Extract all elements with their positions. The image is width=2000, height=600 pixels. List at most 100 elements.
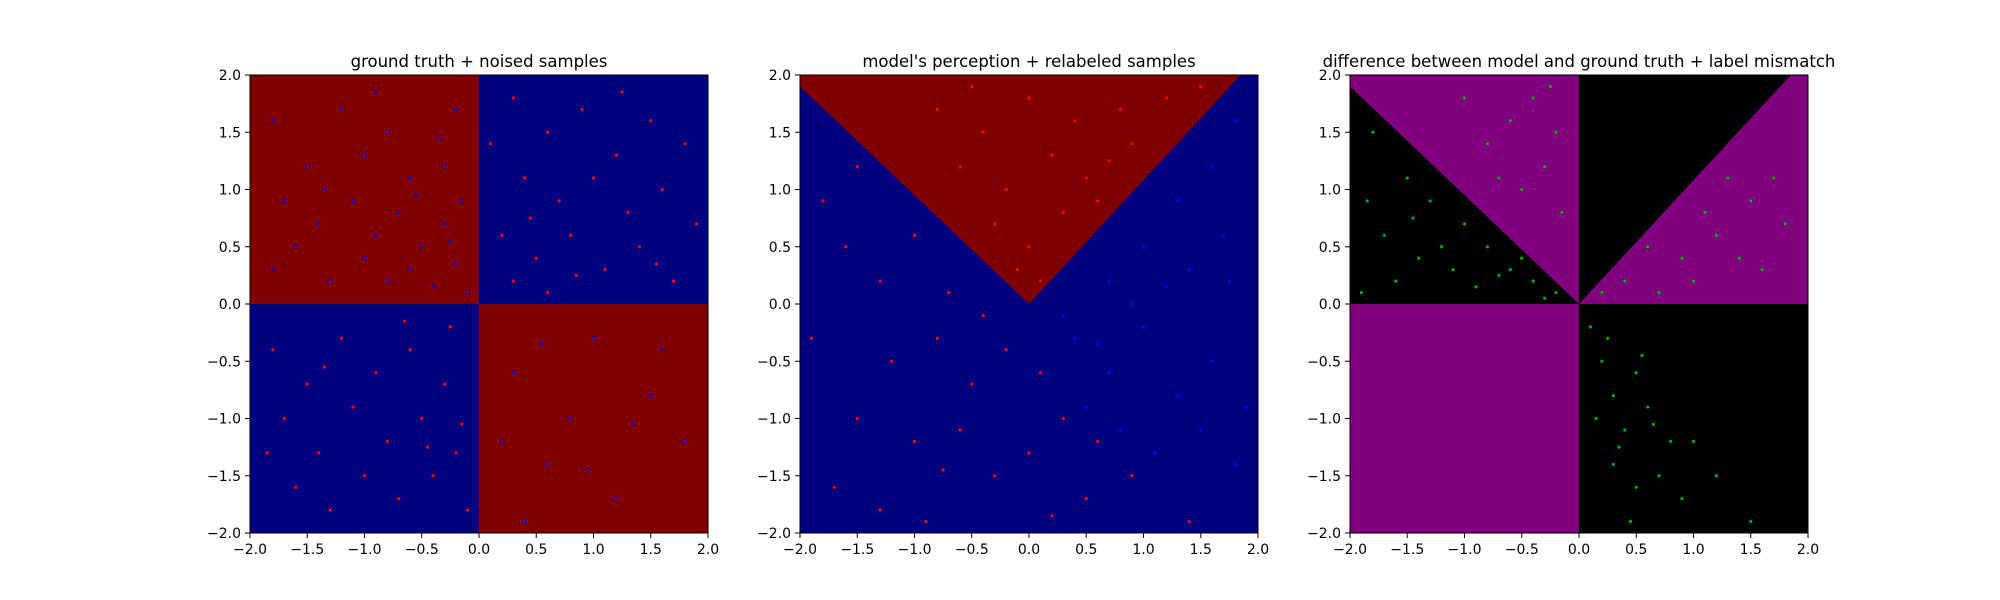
data-point bbox=[1657, 474, 1661, 478]
data-point bbox=[1737, 256, 1741, 260]
data-point bbox=[1634, 485, 1638, 489]
y-tick-label: 1.5 bbox=[1319, 125, 1341, 141]
data-point bbox=[1600, 359, 1604, 363]
data-point bbox=[402, 319, 407, 323]
data-point bbox=[1027, 245, 1031, 249]
data-point bbox=[1015, 268, 1020, 272]
subplot-ground-truth: −2.0 −1.5 −1.0 −0.5 0.0 0.5 1.0 1.5 2.0 −2.0 −1.5 −… bbox=[207, 52, 719, 558]
data-point bbox=[362, 256, 367, 260]
x-tick-label: −0.5 bbox=[405, 542, 439, 558]
y-tick-label: −2.0 bbox=[757, 526, 791, 542]
data-point bbox=[1187, 519, 1191, 524]
x-tick-label: 2.0 bbox=[1247, 542, 1269, 558]
data-point bbox=[351, 405, 355, 409]
data-point bbox=[414, 193, 418, 197]
data-point bbox=[591, 176, 596, 180]
data-point bbox=[1210, 359, 1214, 363]
data-point bbox=[912, 233, 917, 237]
data-point bbox=[1038, 279, 1043, 283]
x-tick-label: −1.5 bbox=[1390, 542, 1424, 558]
data-point bbox=[1485, 245, 1489, 249]
data-point bbox=[1027, 451, 1031, 455]
x-tick-label: 2.0 bbox=[1797, 542, 1819, 558]
data-point bbox=[1365, 199, 1369, 203]
data-point bbox=[970, 382, 974, 386]
data-point bbox=[1611, 462, 1615, 466]
data-point bbox=[460, 199, 464, 203]
data-point bbox=[981, 313, 985, 318]
data-point bbox=[1359, 290, 1364, 295]
data-point bbox=[1130, 474, 1134, 478]
x-tick-label: 0.5 bbox=[1625, 542, 1647, 558]
data-point bbox=[1153, 451, 1157, 455]
data-point bbox=[1560, 210, 1564, 214]
data-point bbox=[1061, 416, 1065, 421]
data-point bbox=[649, 119, 653, 123]
background-region-3 bbox=[250, 304, 479, 533]
data-point bbox=[1061, 210, 1065, 214]
data-point bbox=[574, 273, 578, 277]
y-tick-label: 2.0 bbox=[769, 68, 791, 84]
data-point bbox=[1594, 416, 1598, 421]
data-point bbox=[448, 325, 452, 329]
data-point bbox=[1141, 325, 1146, 329]
data-point bbox=[271, 348, 275, 352]
data-point bbox=[1371, 130, 1375, 134]
y-tick-label: −1.5 bbox=[757, 469, 791, 485]
data-point bbox=[1691, 439, 1696, 443]
y-tick-label: −2.0 bbox=[1307, 526, 1341, 542]
data-point bbox=[1634, 371, 1638, 375]
data-point bbox=[1772, 176, 1776, 180]
data-point bbox=[1623, 279, 1627, 283]
x-tick-label: −1.0 bbox=[898, 542, 932, 558]
x-tick-label: 0.0 bbox=[1568, 542, 1590, 558]
data-point bbox=[546, 290, 550, 295]
data-point bbox=[1726, 176, 1730, 180]
y-tick-label: −1.0 bbox=[207, 412, 241, 428]
x-tick-label: 0.0 bbox=[1018, 542, 1040, 558]
x-tick-label: −2.0 bbox=[1333, 542, 1367, 558]
data-point bbox=[1657, 290, 1661, 295]
x-tick-label: 1.0 bbox=[1682, 542, 1704, 558]
data-point bbox=[586, 468, 590, 472]
data-point bbox=[637, 245, 641, 249]
data-point bbox=[1199, 84, 1203, 89]
data-point bbox=[351, 199, 355, 203]
data-point bbox=[1004, 187, 1008, 192]
data-point bbox=[855, 416, 859, 421]
data-point bbox=[1096, 199, 1100, 203]
data-point bbox=[1628, 519, 1633, 524]
data-point bbox=[1669, 439, 1673, 443]
data-point bbox=[993, 474, 997, 478]
y-tick-label: 1.5 bbox=[769, 125, 791, 141]
data-point bbox=[1411, 216, 1415, 220]
data-point bbox=[1462, 222, 1467, 226]
data-point bbox=[1096, 342, 1100, 346]
data-point bbox=[1508, 119, 1512, 123]
data-point bbox=[580, 107, 584, 111]
data-point bbox=[282, 199, 286, 203]
x-tick-label: 0.0 bbox=[468, 542, 490, 558]
x-tick-label: −2.0 bbox=[783, 542, 817, 558]
data-point bbox=[340, 336, 344, 340]
data-point bbox=[1233, 462, 1237, 466]
data-point bbox=[374, 90, 378, 94]
data-point bbox=[993, 222, 997, 226]
data-point bbox=[1497, 273, 1501, 277]
data-point bbox=[1084, 176, 1088, 180]
background-region-2 bbox=[479, 75, 708, 304]
data-point bbox=[420, 245, 424, 249]
data-point bbox=[460, 422, 464, 426]
y-tick-label: −1.0 bbox=[1307, 412, 1341, 428]
data-point bbox=[1749, 199, 1753, 203]
data-point bbox=[1646, 245, 1650, 249]
data-point bbox=[672, 279, 676, 283]
data-point bbox=[1543, 165, 1547, 169]
data-point bbox=[683, 142, 687, 146]
x-tick-label: 1.5 bbox=[1740, 542, 1762, 558]
data-point bbox=[569, 233, 573, 237]
data-point bbox=[1382, 233, 1386, 237]
data-point bbox=[1061, 313, 1065, 318]
data-point bbox=[317, 451, 321, 455]
